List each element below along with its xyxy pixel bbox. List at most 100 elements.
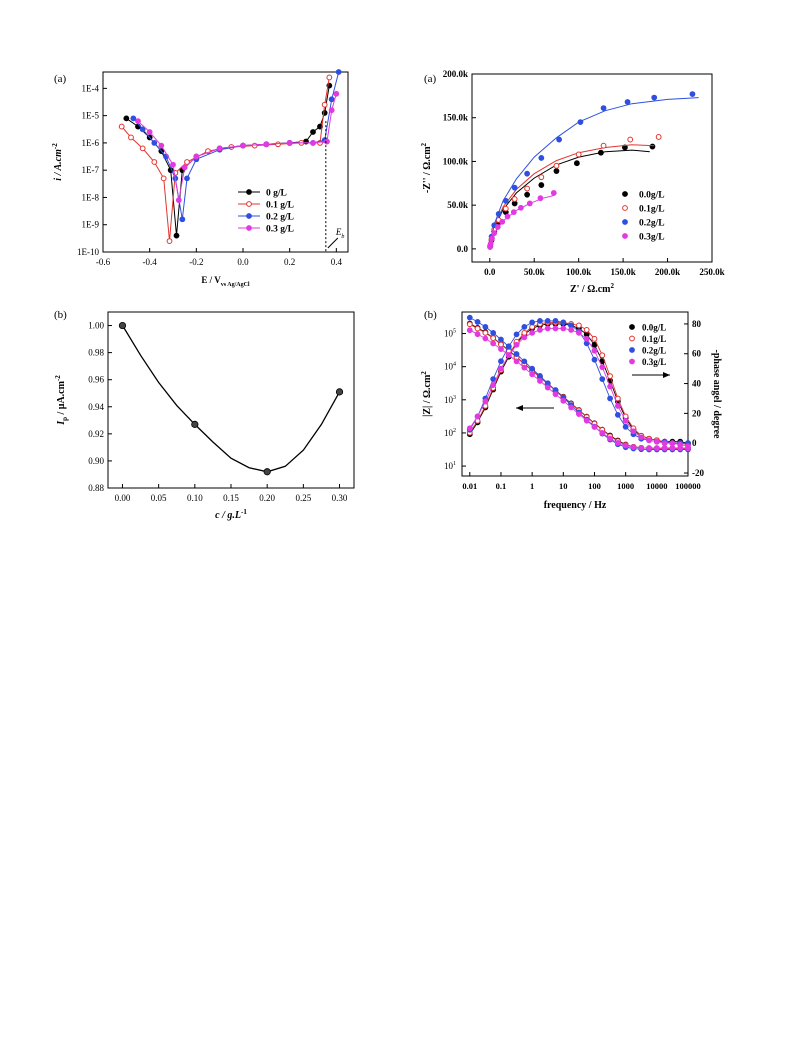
data-point — [649, 143, 656, 150]
phase-point — [614, 395, 621, 402]
x-tick-label: 0.25 — [295, 493, 311, 503]
data-point — [184, 159, 190, 165]
data-point — [146, 129, 153, 135]
data-point — [184, 175, 190, 182]
y-tick-label: 103 — [444, 395, 456, 405]
modulus-point — [537, 378, 543, 384]
modulus-point — [498, 341, 504, 348]
data-point — [193, 153, 200, 160]
modulus-point — [599, 430, 606, 436]
data-point — [118, 123, 125, 130]
data-point — [499, 218, 506, 225]
x-tick-label: 0.1 — [496, 481, 507, 491]
modulus-point — [521, 364, 528, 371]
x-tick-label: 50.0k — [524, 267, 545, 277]
modulus-point — [630, 444, 637, 451]
arrow-right-head — [663, 372, 670, 378]
modulus-point — [474, 325, 481, 332]
data-point — [651, 94, 658, 101]
data-point — [263, 468, 271, 476]
modulus-point — [614, 439, 621, 446]
legend-label: 0.3g/L — [639, 233, 665, 243]
legend-marker — [629, 347, 635, 353]
chart-bode: (b) 0.01 0.1 1 10 100 1000 10000 100000 101 102 103… — [420, 309, 722, 511]
data-point — [556, 136, 563, 143]
legend-marker — [246, 189, 252, 195]
y-tick-label: 200.0k — [443, 69, 468, 79]
panel-label: (b) — [424, 309, 437, 321]
y-axis-label: i / A.cm-2 — [51, 143, 64, 181]
phase-point — [537, 326, 543, 333]
phase-point — [599, 364, 606, 371]
modulus-point — [638, 444, 645, 451]
y-tick-label: 102 — [444, 428, 456, 438]
legend-label: 0.0g/L — [639, 191, 665, 201]
fit-line — [121, 325, 341, 473]
phase-point — [630, 428, 637, 435]
legend-label: 0.3g/L — [642, 357, 666, 367]
y-axis-label: |Z| / Ω.cm2 — [420, 371, 433, 417]
data-point — [517, 204, 524, 211]
series-3 — [135, 90, 340, 204]
x-tick-label: -0.4 — [143, 257, 158, 267]
x-axis-label: E / Vvs Ag/AgCl — [201, 275, 250, 288]
x-tick-label: 0.0 — [484, 267, 496, 277]
modulus-point — [474, 331, 481, 338]
data-point — [504, 213, 511, 220]
y-tick-label: 150.0k — [443, 113, 468, 123]
y-tick-label: 50.0k — [447, 200, 468, 210]
legend-marker — [622, 191, 628, 197]
y-tick-label: 1E-10 — [77, 247, 99, 257]
data-point — [577, 119, 584, 125]
legend-label: 0.1g/L — [639, 205, 665, 215]
legend-label: 0.2g/L — [639, 219, 665, 229]
phase-point — [646, 437, 652, 444]
panel-label: (b) — [54, 309, 67, 321]
phase-point — [677, 441, 684, 448]
x-tick-label: 0.20 — [259, 493, 275, 503]
phase-point — [466, 425, 473, 432]
modulus-point — [466, 314, 473, 321]
data-point — [553, 168, 560, 174]
y-tick-label: 1E-5 — [82, 111, 100, 121]
legend-label: 0.2g/L — [642, 346, 666, 356]
modulus-point — [544, 384, 551, 391]
data-point — [175, 197, 182, 204]
phase-point — [474, 413, 481, 420]
data-point — [624, 99, 631, 105]
data-point — [537, 195, 544, 202]
series-0 — [487, 143, 656, 250]
phase-point — [505, 352, 512, 359]
data-point — [335, 388, 344, 396]
legend-label: 0.1 g/L — [266, 201, 294, 211]
legend-marker — [622, 233, 628, 239]
y-tick-label: 104 — [444, 362, 456, 372]
data-point — [553, 162, 560, 169]
data-point — [166, 238, 173, 244]
y-tick-label: 1E-9 — [82, 220, 100, 230]
panel-label: (a) — [424, 73, 437, 85]
x-tick-label: 0.30 — [332, 493, 348, 503]
y-tick-label: 0.94 — [88, 402, 104, 412]
x-tick-label: 100 — [588, 481, 601, 491]
phase-point — [622, 417, 629, 424]
y-tick-label: 1E-4 — [82, 83, 100, 93]
eb-arrow — [327, 237, 339, 249]
data-point — [328, 107, 335, 114]
y-tick-label: 0.96 — [88, 375, 104, 385]
legend-label: 0.2 g/L — [266, 213, 294, 223]
modulus-point — [498, 346, 504, 353]
data-point — [118, 321, 127, 330]
modulus-point — [537, 373, 543, 379]
phase-point — [544, 318, 551, 324]
data-point — [310, 140, 316, 146]
y2-tick-label: 40 — [692, 379, 702, 389]
modulus-point — [521, 358, 528, 365]
modulus-point — [560, 397, 567, 404]
y2-tick-label: 20 — [692, 408, 702, 418]
phase-point — [591, 356, 598, 363]
modulus-point — [513, 358, 520, 365]
data-point — [491, 230, 498, 237]
y-tick-label: 1E-6 — [82, 138, 100, 148]
data-point — [128, 134, 134, 141]
